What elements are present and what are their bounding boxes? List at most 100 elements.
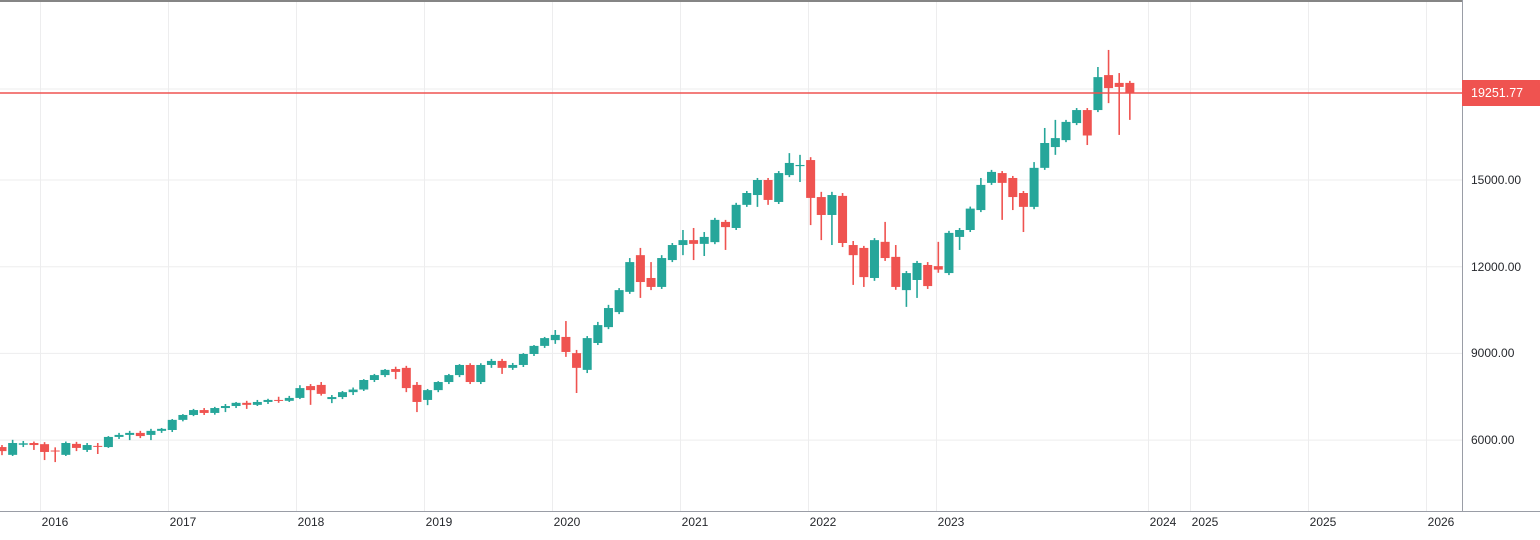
- candle-body: [444, 375, 454, 383]
- candle-2018-03: [316, 382, 326, 396]
- candle-2019-11: [529, 345, 539, 357]
- candle-2022-06: [859, 245, 869, 287]
- candle-2017-09: [252, 399, 262, 407]
- candle-2017-08: [242, 400, 252, 409]
- candle-2023-01: [933, 241, 943, 273]
- candle-2017-01: [167, 419, 177, 433]
- candle-2021-09: [763, 177, 773, 205]
- candle-2019-12: [540, 336, 550, 348]
- candle-body: [848, 245, 858, 256]
- candle-body: [327, 397, 337, 400]
- candle-body: [944, 232, 954, 274]
- candle-2015-09: [0, 445, 7, 456]
- candle-body: [71, 443, 81, 448]
- candle-body: [806, 160, 816, 198]
- candle-2015-11: [18, 440, 28, 448]
- candle-body: [625, 262, 635, 292]
- candle-body: [348, 389, 358, 393]
- candle-2024-07: [1125, 80, 1135, 120]
- candle-2024-03: [1082, 108, 1092, 146]
- candle-body: [816, 197, 826, 215]
- candle-2021-03: [699, 232, 709, 257]
- candle-2021-07: [742, 190, 752, 207]
- candle-body: [933, 266, 943, 270]
- candle-body: [18, 443, 28, 445]
- candle-body: [135, 432, 145, 437]
- candle-body: [29, 443, 39, 446]
- candle-body: [93, 445, 103, 447]
- candle-2016-12: [157, 427, 167, 433]
- candle-body: [593, 325, 603, 344]
- candle-body: [433, 382, 443, 391]
- candle-body: [965, 208, 975, 230]
- candle-2019-09: [508, 362, 518, 370]
- candle-2022-11: [912, 260, 922, 298]
- candle-2024-05: [1104, 49, 1114, 104]
- candle-2018-06: [348, 387, 358, 396]
- candle-body: [189, 410, 199, 415]
- candle-body: [114, 434, 124, 437]
- candle-2018-08: [369, 373, 379, 383]
- candle-2018-11: [401, 365, 411, 393]
- candle-2022-10: [901, 271, 911, 307]
- candle-2022-04: [838, 193, 848, 248]
- candle-body: [1008, 177, 1018, 198]
- candle-2020-03: [572, 349, 582, 394]
- candle-body: [891, 256, 901, 287]
- candle-body: [103, 436, 113, 448]
- x-axis-scale[interactable]: 2016 2017 2018 2019 2020 2021 2022 2023 2024 2025…: [0, 512, 1540, 540]
- candle-body: [82, 445, 92, 450]
- top-border: [0, 0, 1540, 2]
- x-axis-label: 2021: [681, 515, 709, 529]
- candle-body: [1040, 143, 1050, 168]
- candle-body: [976, 184, 986, 211]
- candle-body: [752, 180, 762, 196]
- candle-2022-07: [869, 238, 879, 281]
- y-axis-scale[interactable]: 15000.00 12000.00 9000.00 6000.00: [1463, 0, 1540, 511]
- candle-body: [699, 236, 709, 244]
- candle-2019-10: [518, 353, 528, 367]
- candle-2020-08: [625, 258, 635, 294]
- candle-2018-04: [327, 395, 337, 404]
- candle-body: [465, 364, 475, 383]
- candle-body: [252, 401, 262, 405]
- candle-body: [231, 402, 241, 407]
- candle-2016-11: [146, 428, 156, 441]
- candle-body: [987, 171, 997, 183]
- candle-body: [61, 443, 71, 455]
- candle-2023-08: [1008, 175, 1018, 211]
- candle-2016-02: [50, 447, 60, 463]
- candle-body: [678, 240, 688, 246]
- candle-body: [508, 364, 518, 368]
- x-axis-label: 2025: [1309, 515, 1337, 529]
- candle-body: [657, 258, 667, 287]
- candle-body: [412, 384, 422, 402]
- candle-2020-10: [646, 262, 656, 291]
- candle-body: [401, 367, 411, 389]
- candle-body: [572, 353, 582, 368]
- candle-2015-10: [8, 439, 18, 457]
- candle-2019-02: [433, 381, 443, 393]
- candle-body: [1104, 75, 1114, 89]
- candle-body: [561, 336, 571, 352]
- candle-body: [795, 164, 805, 167]
- x-axis-label: 2017: [169, 515, 197, 529]
- candle-2017-03: [189, 408, 199, 417]
- candle-2022-02: [816, 191, 826, 241]
- candle-body: [497, 360, 507, 368]
- candle-2018-10: [391, 366, 401, 380]
- candle-body: [540, 338, 550, 346]
- candle-body: [1114, 82, 1124, 87]
- candle-2017-02: [178, 414, 188, 422]
- candle-body: [486, 360, 496, 365]
- x-axis-label: 2016: [41, 515, 69, 529]
- candle-2016-10: [135, 430, 145, 439]
- x-axis-label: 2018: [297, 515, 325, 529]
- candle-body: [955, 230, 965, 237]
- candle-2017-05: [210, 406, 220, 415]
- candle-body: [912, 262, 922, 280]
- y-axis-label: 15000.00: [1471, 173, 1522, 187]
- candle-body: [423, 390, 433, 400]
